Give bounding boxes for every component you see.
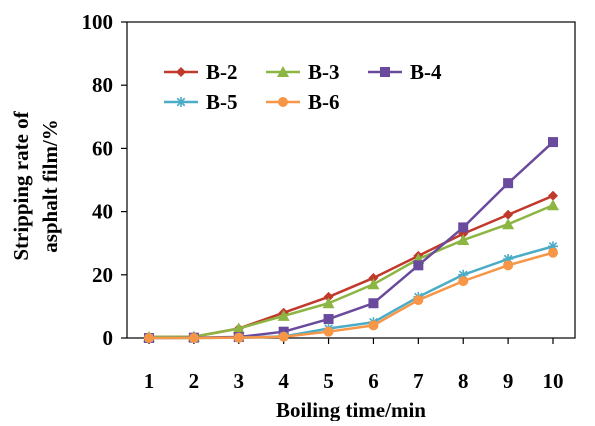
series-B-4 (144, 137, 558, 343)
legend: B-2 B-3 B-4 B-5 B-6 (164, 60, 442, 114)
legend-marker (277, 66, 289, 77)
series-B-6 (144, 247, 558, 343)
series-line-B-6 (149, 251, 554, 340)
series-B-2 (144, 190, 558, 343)
series-line-B-3 (148, 204, 554, 339)
data-point-B-4 (323, 314, 334, 325)
legend-item-B-2: B-2 (164, 60, 238, 84)
x-tick-label: 8 (458, 369, 469, 393)
data-point-B-3 (502, 218, 515, 230)
data-point-B-6 (144, 333, 154, 343)
x-tick-label: 7 (413, 369, 424, 393)
legend-label: B-2 (206, 60, 238, 84)
y-axis-title-line-1: Stripping rate of (9, 110, 33, 260)
legend-item-B-3: B-3 (266, 60, 340, 84)
data-point-B-5 (503, 254, 514, 264)
data-point-B-3 (457, 234, 470, 246)
data-point-B-5 (458, 269, 469, 280)
axis-titles: Boiling time/min Stripping rate of aspha… (9, 110, 426, 422)
legend-marker (176, 67, 186, 77)
legend-label: B-3 (308, 60, 340, 84)
series-layer (143, 137, 559, 343)
data-point-B-6 (413, 295, 424, 306)
data-point-B-3 (322, 297, 335, 309)
data-point-B-2 (368, 272, 379, 283)
data-point-B-2 (548, 190, 558, 201)
x-axis-title: Boiling time/min (276, 398, 426, 421)
data-point-B-4 (413, 260, 424, 271)
data-point-B-6 (323, 326, 334, 337)
x-tick-label: 1 (144, 369, 155, 393)
data-point-B-6 (368, 320, 379, 331)
x-tick-label: 3 (234, 369, 245, 393)
y-tick-label: 100 (82, 10, 114, 34)
series-line-B-4 (148, 141, 554, 340)
y-tick-label: 20 (92, 263, 113, 287)
x-tick-label: 5 (323, 369, 334, 393)
y-tick-label: 80 (92, 73, 113, 97)
legend-marker (176, 97, 186, 107)
data-point-B-6 (233, 332, 244, 343)
legend-item-B-4: B-4 (368, 60, 442, 84)
data-point-B-4 (503, 178, 514, 189)
data-point-B-6 (548, 247, 558, 258)
x-tick-label: 4 (278, 369, 289, 393)
legend-label: B-4 (410, 60, 442, 84)
legend-item-B-6: B-6 (266, 90, 340, 114)
data-point-B-6 (188, 333, 199, 343)
data-point-B-3 (367, 278, 380, 290)
y-tick-label: 0 (103, 326, 114, 350)
x-tick-label: 2 (189, 369, 200, 393)
legend-marker (278, 97, 288, 107)
data-point-B-3 (277, 309, 290, 321)
data-point-B-4 (368, 298, 379, 309)
legend-item-B-5: B-5 (164, 90, 238, 114)
x-tick-label: 6 (368, 369, 379, 393)
data-point-B-4 (458, 222, 469, 233)
y-axis-title-line-2: asphalt film/% (38, 119, 62, 253)
x-tick-label: 10 (543, 369, 564, 393)
legend-label: B-6 (308, 90, 340, 114)
data-point-B-3 (547, 199, 559, 211)
y-tick-label: 40 (92, 200, 113, 224)
data-point-B-6 (278, 331, 289, 342)
axes-layer: 0 20 40 60 80 100 1 2 3 4 5 6 7 8 9 10 (82, 10, 576, 393)
y-axis-title: Stripping rate of asphalt film/% (9, 110, 62, 260)
data-point-B-3 (232, 322, 245, 334)
data-point-B-4 (548, 137, 558, 148)
plot-frame (126, 21, 576, 339)
y-tick-label: 60 (92, 136, 113, 160)
data-point-B-6 (503, 260, 514, 271)
x-tick-label: 9 (503, 369, 514, 393)
data-point-B-2 (323, 291, 334, 302)
data-point-B-5 (548, 241, 558, 252)
series-line-B-5 (149, 245, 554, 340)
data-point-B-6 (458, 276, 469, 287)
data-point-B-2 (503, 209, 514, 220)
legend-marker (380, 67, 390, 77)
legend-label: B-5 (206, 90, 238, 114)
series-line-B-2 (148, 194, 554, 339)
